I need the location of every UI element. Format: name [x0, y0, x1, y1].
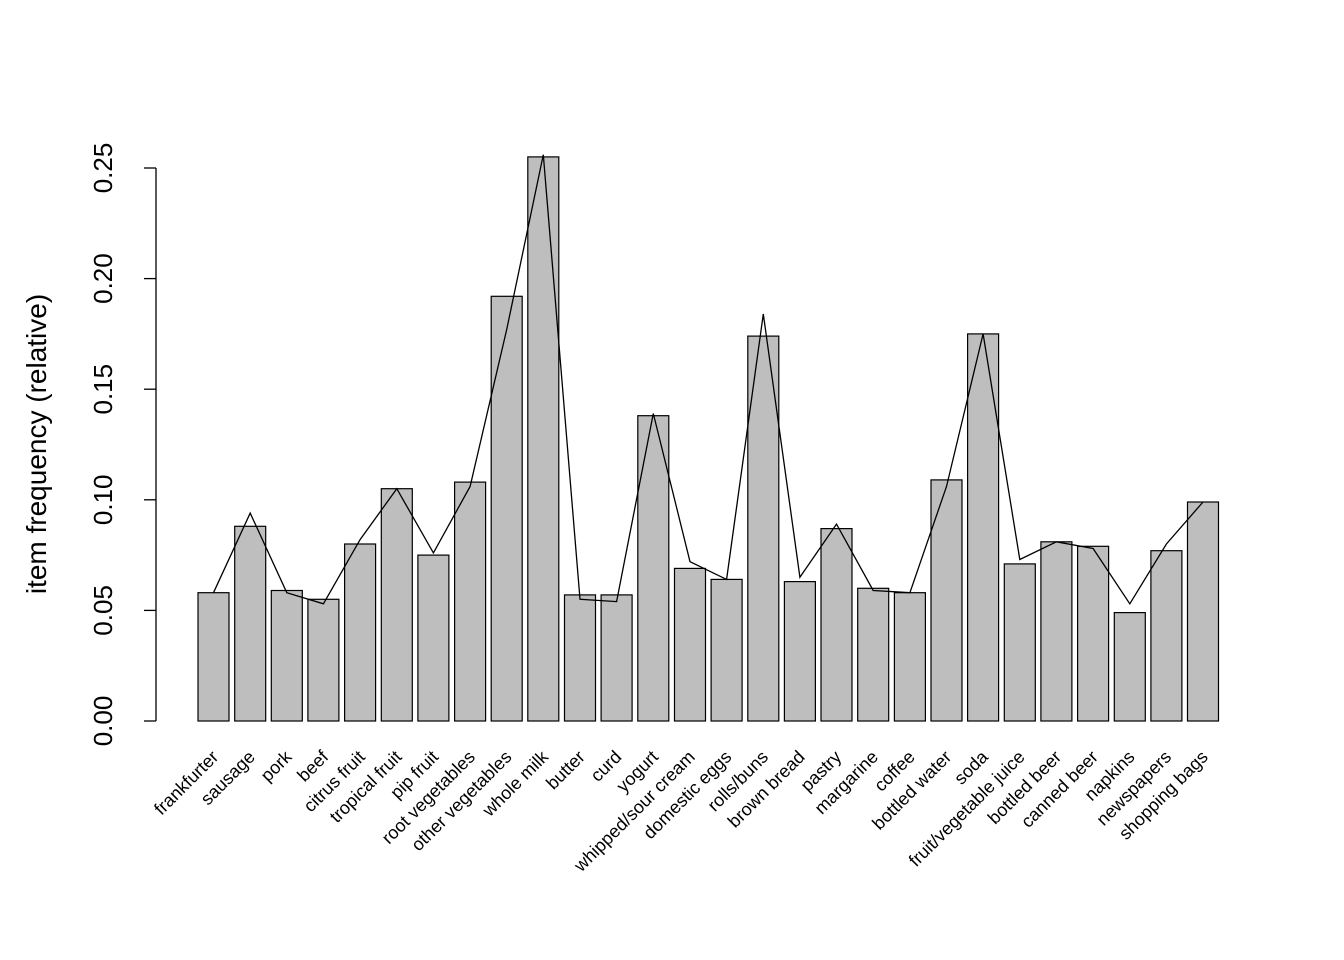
bar-citrus-fruit	[344, 543, 377, 722]
bar-whipped-sour-cream	[673, 567, 707, 722]
bar-pastry	[820, 527, 853, 722]
y-tick-label: 0.00	[88, 696, 118, 747]
frequency-line	[212, 154, 1204, 606]
bar-canned-beer	[1076, 545, 1110, 722]
bar-pork	[270, 589, 303, 722]
bar-frankfurter	[197, 592, 230, 722]
y-tick-label: 0.15	[88, 364, 118, 415]
frequency-line-path	[212, 154, 1204, 606]
y-tick-label: 0.05	[88, 585, 118, 636]
bar-yogurt	[637, 415, 670, 722]
bar-root-vegetables	[454, 481, 487, 722]
bar-soda	[966, 333, 1000, 722]
bar-tropical-fruit	[380, 488, 413, 722]
bar-butter	[563, 594, 597, 722]
bar-shopping-bags	[1186, 501, 1220, 722]
y-axis: 0.00 0.05 0.10 0.15 0.20 0.25	[88, 143, 157, 747]
x-tick-label: butter	[542, 747, 589, 794]
bar-coffee	[893, 592, 927, 722]
y-axis-title: item frequency (relative)	[21, 294, 52, 594]
y-tick-label: 0.10	[88, 474, 118, 525]
bar-rolls-buns	[747, 335, 780, 722]
y-tick-label: 0.20	[88, 253, 118, 304]
bar-bottled-beer	[1040, 541, 1073, 722]
bar-sausage	[234, 525, 267, 722]
bar-beef	[307, 598, 340, 722]
bar-fruit-vegetable-juice	[1003, 563, 1036, 722]
bars	[197, 156, 1220, 722]
bar-pip-fruit	[417, 554, 450, 722]
bar-domestic-eggs	[710, 578, 743, 722]
y-tick-label: 0.25	[88, 143, 118, 194]
x-tick-label: pork	[257, 746, 297, 786]
bar-whole-milk	[527, 156, 560, 722]
bar-napkins	[1113, 611, 1146, 722]
bar-bottled-water	[930, 479, 963, 722]
bar-newspapers	[1150, 550, 1183, 722]
bar-curd	[600, 594, 633, 722]
bar-margarine	[857, 587, 890, 722]
bar-other-vegetables	[490, 295, 523, 722]
bar-brown-bread	[783, 580, 817, 722]
